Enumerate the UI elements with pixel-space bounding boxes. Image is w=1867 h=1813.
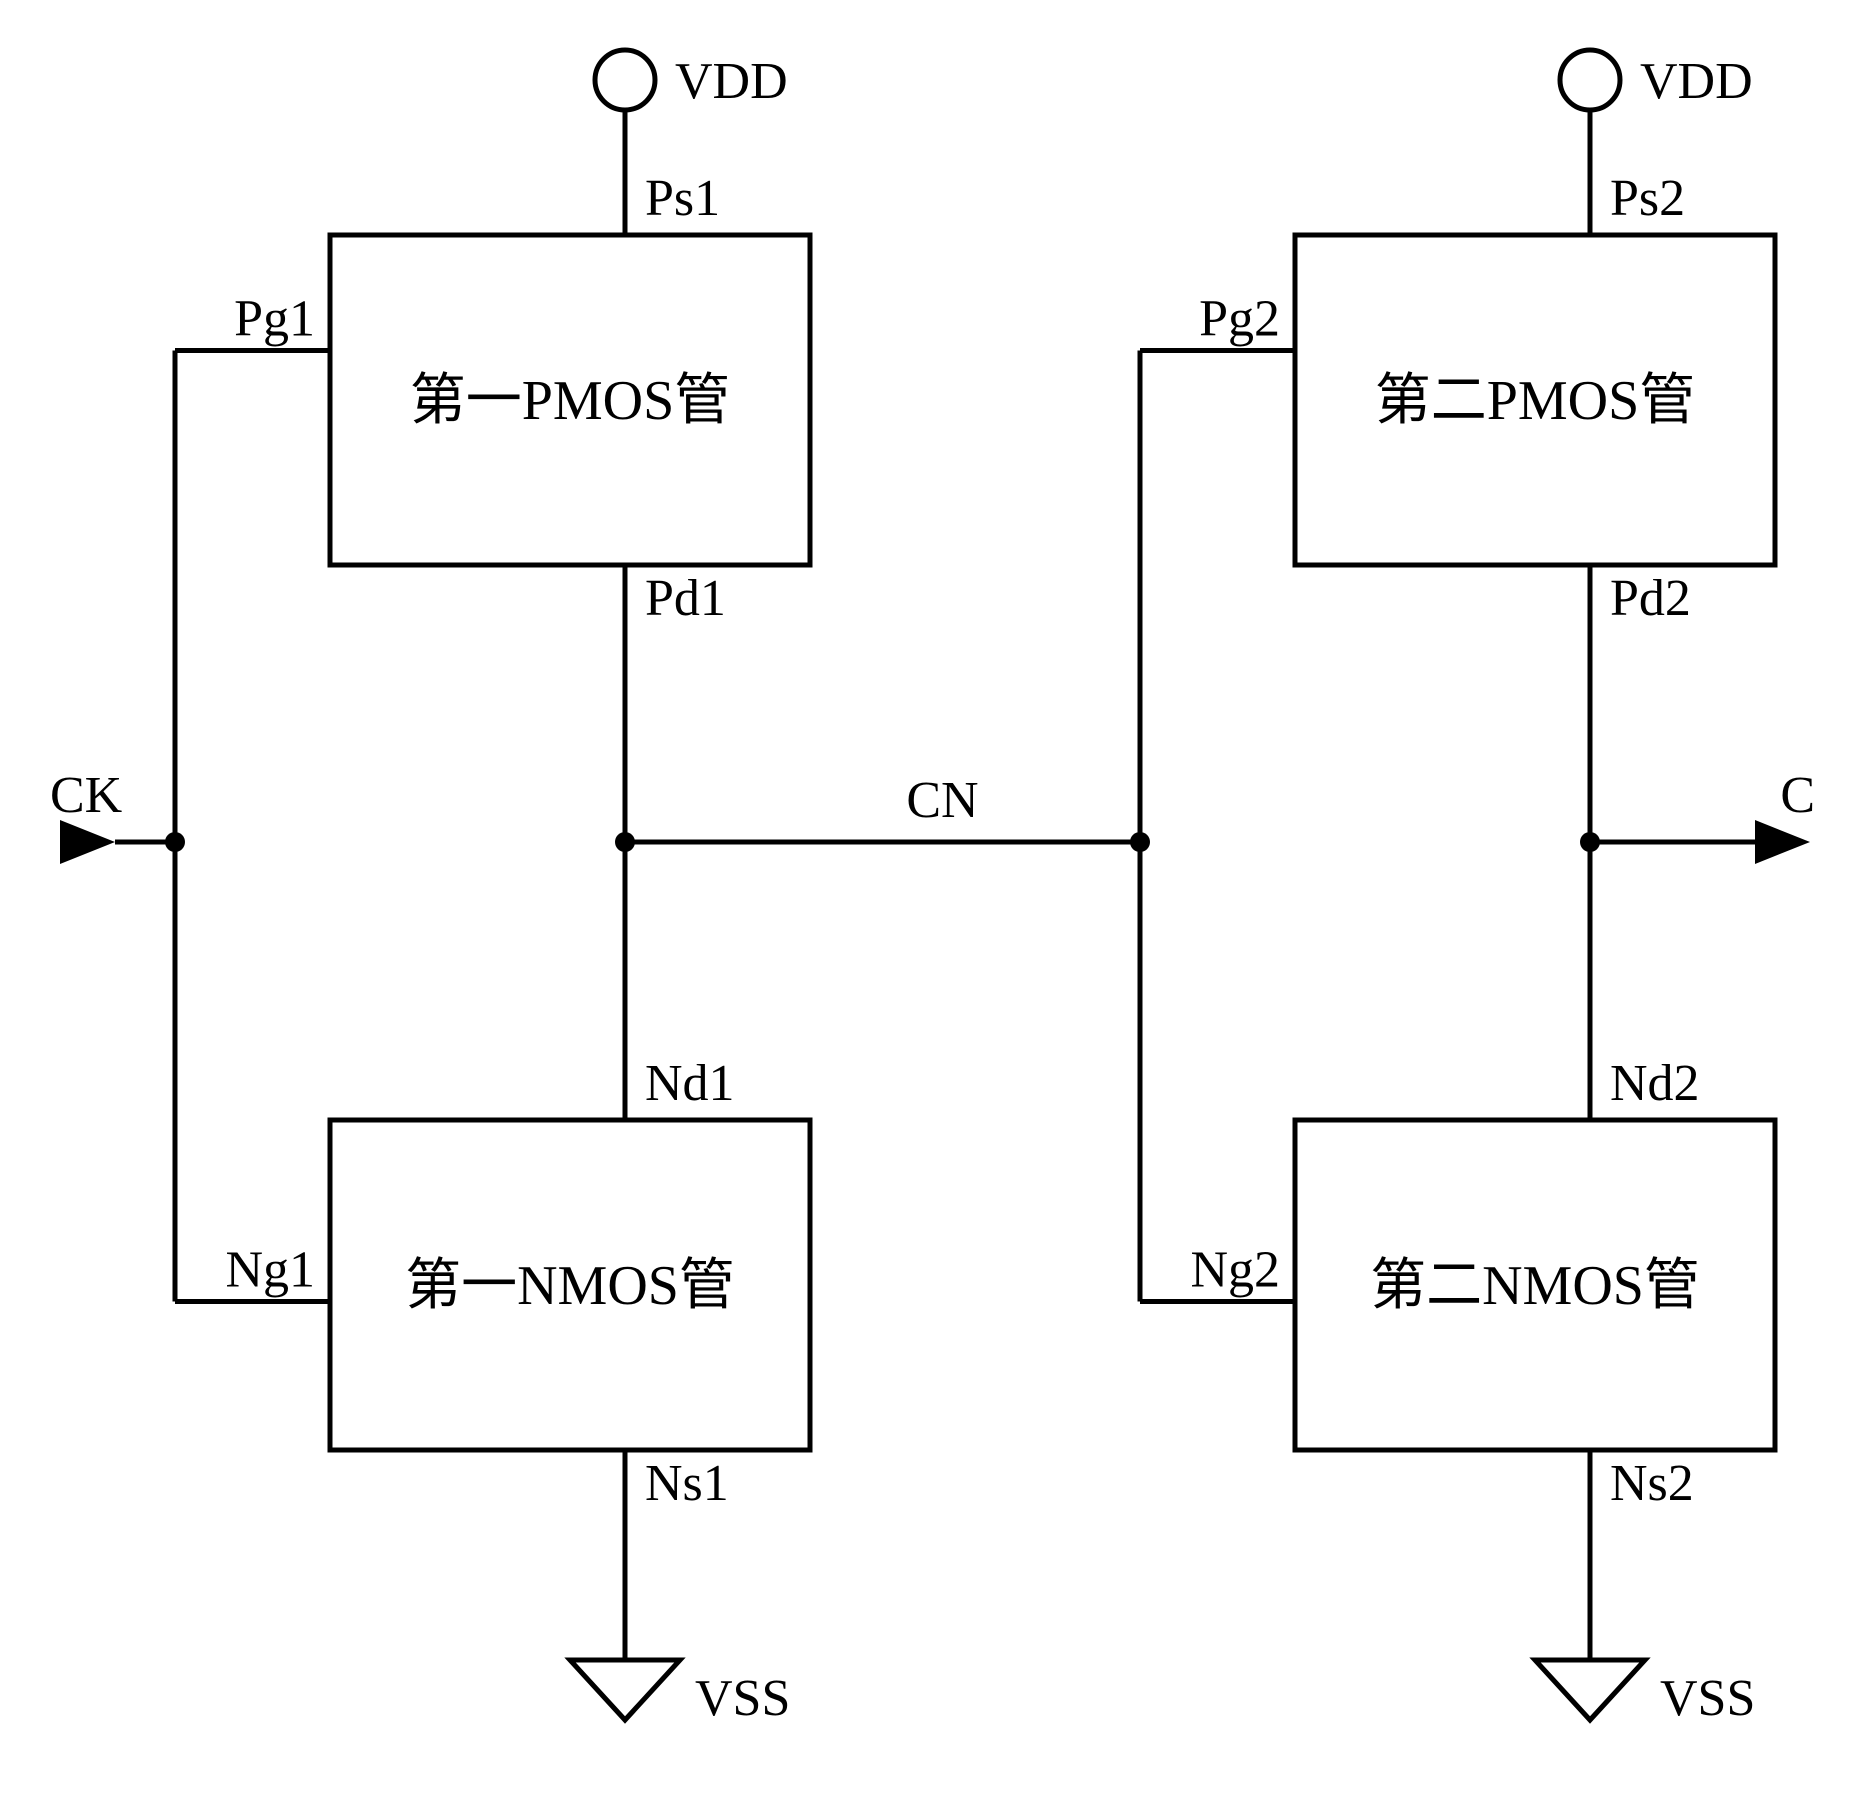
- pg2-label: Pg2: [1199, 291, 1280, 348]
- stage2-mid-junction: [1580, 832, 1600, 852]
- nmos2-label: 第二NMOS管: [1370, 1255, 1700, 1317]
- ck-label: CK: [50, 767, 123, 824]
- vss-terminal-2: [1535, 1660, 1645, 1720]
- pd1-label: Pd1: [645, 570, 726, 627]
- cn-label: CN: [906, 772, 978, 829]
- pmos2-label: 第二PMOS管: [1375, 370, 1696, 432]
- ng1-label: Ng1: [225, 1242, 315, 1299]
- nd2-label: Nd2: [1610, 1055, 1700, 1112]
- pmos1-label: 第一PMOS管: [410, 370, 731, 432]
- vss-label-2: VSS: [1660, 1670, 1755, 1727]
- vdd-label-1: VDD: [675, 53, 788, 110]
- vdd-terminal-2: [1560, 50, 1620, 110]
- pd2-label: Pd2: [1610, 570, 1691, 627]
- ns2-label: Ns2: [1610, 1455, 1694, 1512]
- pg1-label: Pg1: [234, 291, 315, 348]
- vss-label-1: VSS: [695, 1670, 790, 1727]
- ng2-label: Ng2: [1190, 1242, 1280, 1299]
- ns1-label: Ns1: [645, 1455, 729, 1512]
- nd1-label: Nd1: [645, 1055, 735, 1112]
- ck-arrow-icon: [60, 820, 115, 864]
- vss-terminal-1: [570, 1660, 680, 1720]
- vdd-label-2: VDD: [1640, 53, 1753, 110]
- ck-junction: [165, 832, 185, 852]
- c-label: C: [1780, 767, 1815, 824]
- nmos1-label: 第一NMOS管: [405, 1255, 735, 1317]
- ps2-label: Ps2: [1610, 170, 1685, 227]
- vdd-terminal-1: [595, 50, 655, 110]
- c-arrow-icon: [1755, 820, 1810, 864]
- circuit-diagram: 第一PMOS管第一NMOS管 VDD Ps1 Pd1 Nd1 Ns1 VSS CK Pg1 Ng1…: [0, 0, 1867, 1813]
- ps1-label: Ps1: [645, 170, 720, 227]
